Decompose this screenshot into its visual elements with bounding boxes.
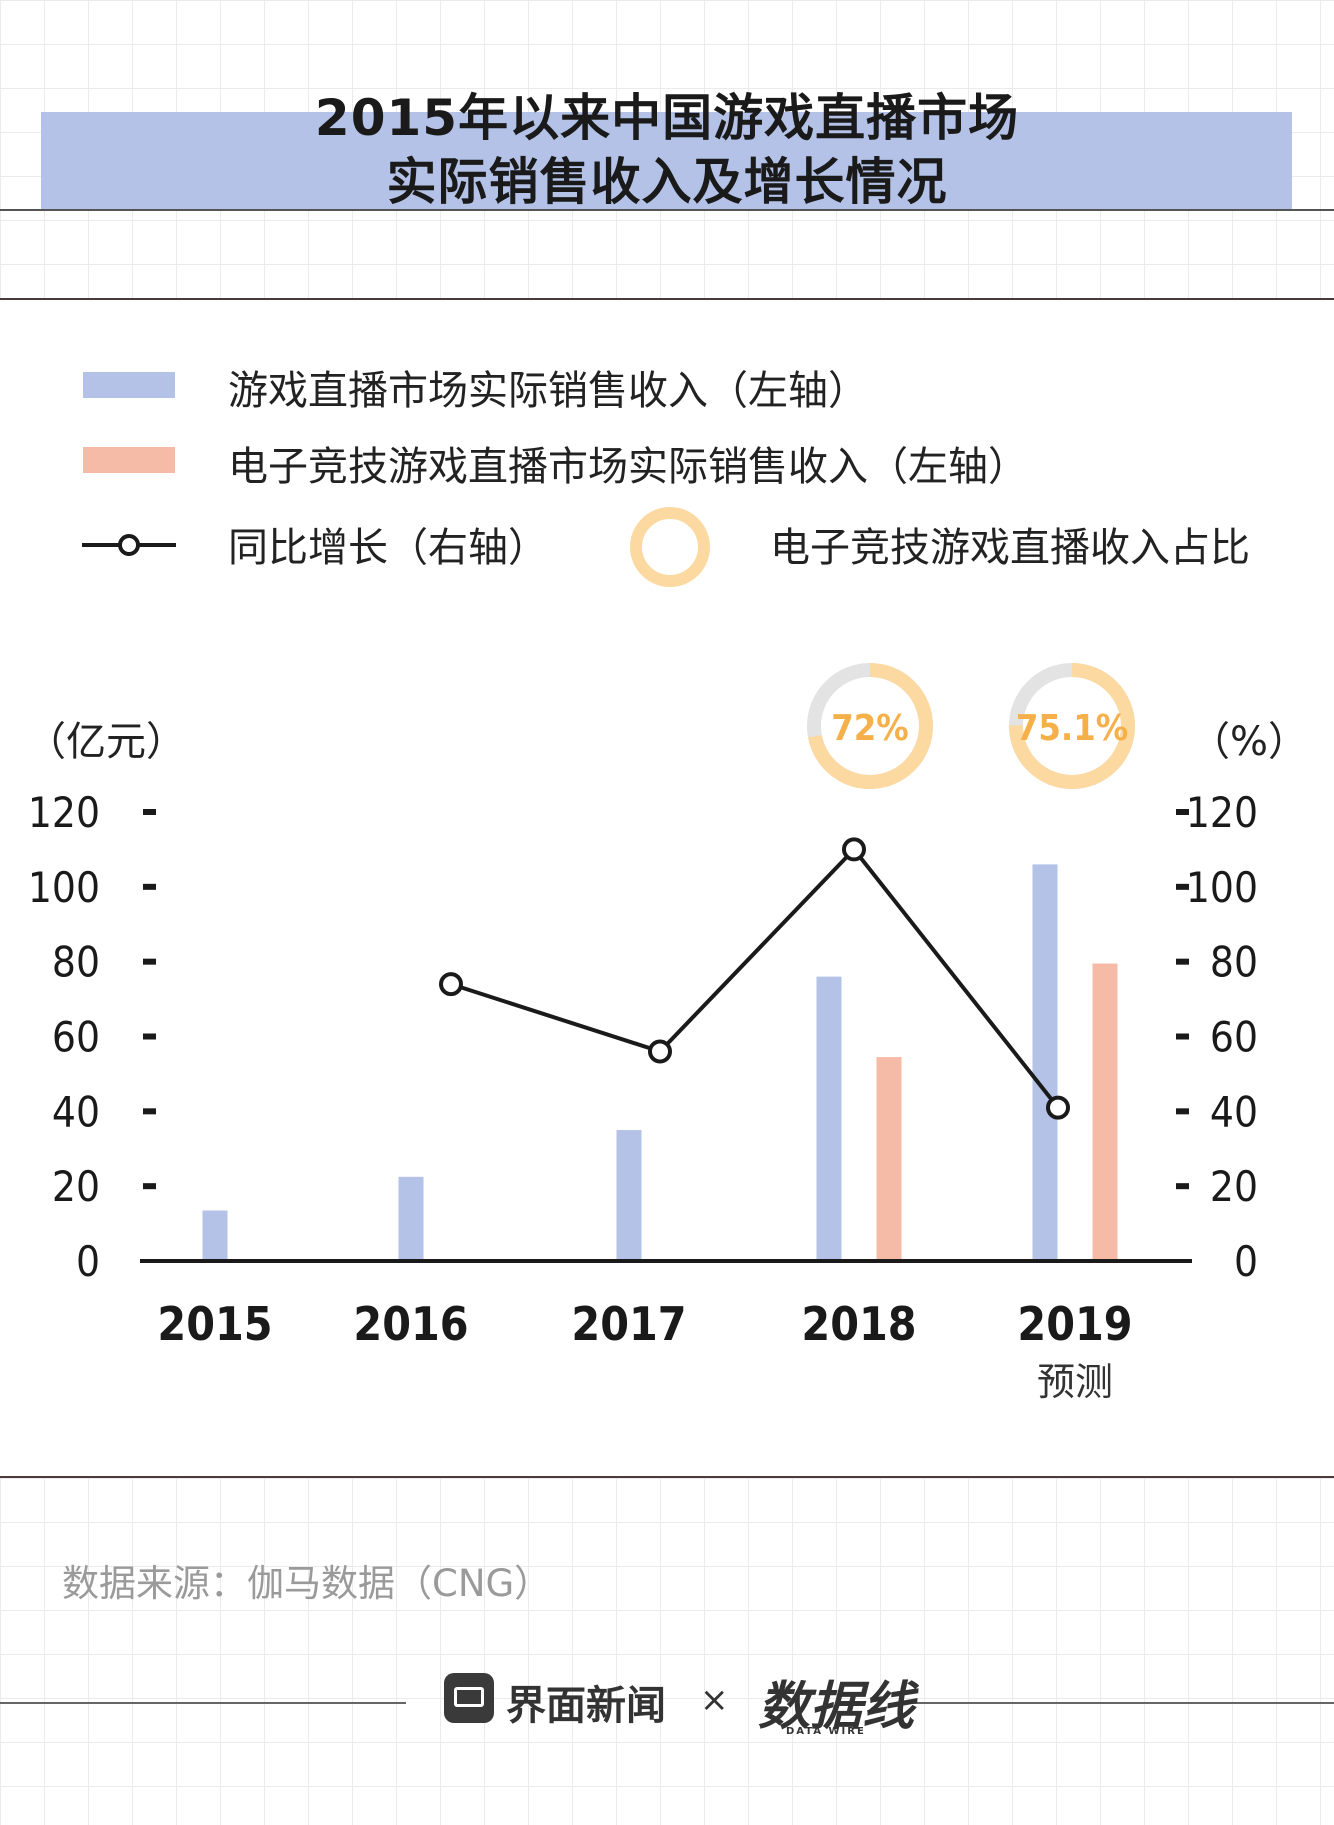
share-ring-fill (807, 663, 933, 789)
footer-partner-logo: 数据线 (758, 1677, 915, 1737)
bar-total-revenue (816, 976, 842, 1261)
right-axis-tick-label: 80 (1210, 938, 1258, 987)
left-axis-tick-label: 80 (52, 938, 100, 987)
x-axis-category-label: 2016 (353, 1297, 468, 1351)
footer-partner-sub: DATA WIRE (786, 1726, 866, 1737)
legend-swatch-total-revenue (83, 372, 175, 398)
x-axis-category-label: 2019 (1017, 1297, 1132, 1351)
left-axis-tick-mark (143, 1108, 156, 1115)
share-ring-label: 72% (831, 708, 909, 749)
right-axis-tick-mark (1176, 883, 1189, 890)
left-axis-tick-mark (143, 809, 156, 815)
growth-point (648, 1039, 672, 1064)
chart: （亿元） 0 20 40 60 80 100 120 （%） 0 20 40 60 80 100 120 201… (26, 663, 1308, 1404)
left-axis-tick-mark (143, 1183, 156, 1190)
left-axis-tick-label: 100 (28, 863, 100, 912)
legend-label-esports-revenue: 电子竞技游戏直播市场实际销售收入（左轴） (228, 444, 1028, 490)
title-underline (0, 209, 1334, 211)
right-axis-tick-label: 120 (1186, 788, 1258, 837)
right-axis-tick-mark (1176, 1033, 1189, 1040)
right-axis-tick-label: 20 (1210, 1162, 1258, 1211)
left-axis-label: （亿元） (26, 719, 186, 765)
share-ring-label: 75.1% (1016, 708, 1128, 749)
footer-rule-left (0, 1702, 406, 1704)
growth-line (450, 846, 1060, 1109)
footer-background (0, 1476, 1334, 1825)
growth-point (1046, 1095, 1070, 1120)
bar-total-revenue (398, 1176, 424, 1261)
source-note: 数据来源：伽马数据（CNG） (62, 1562, 552, 1605)
legend-swatch-esports-revenue (83, 447, 175, 473)
left-axis-tick-label: 60 (52, 1013, 100, 1062)
left-axis-tick-label: 0 (76, 1237, 100, 1286)
x-axis-category-sublabel: 预测 (1037, 1360, 1113, 1404)
left-axis-tick-label: 20 (52, 1162, 100, 1211)
right-axis-tick-label: 100 (1186, 863, 1258, 912)
bar-total-revenue (616, 1130, 642, 1261)
legend-label-yoy-growth: 同比增长（右轴） (228, 525, 548, 571)
right-axis-tick-mark (1176, 809, 1189, 815)
jiemian-logo-icon (444, 1673, 494, 1723)
bar-total-revenue (1032, 864, 1058, 1261)
x-axis-category-label: 2017 (571, 1297, 686, 1351)
footer-rule-right (904, 1702, 1334, 1704)
left-axis-tick-mark (143, 958, 156, 965)
bar-total-revenue (202, 1210, 228, 1261)
chart-title-line-2: 实际销售收入及增长情况 (386, 153, 948, 211)
footer-brand: 界面新闻 (506, 1683, 666, 1729)
bar-esports-revenue (1092, 963, 1118, 1261)
left-axis-tick-mark (143, 883, 156, 890)
chart-title-line-1: 2015年以来中国游戏直播市场 (314, 89, 1020, 147)
right-axis-tick-mark (1176, 1108, 1189, 1115)
x-axis-category-label: 2018 (801, 1297, 916, 1351)
legend-label-esports-share: 电子竞技游戏直播收入占比 (770, 525, 1250, 571)
growth-point (842, 837, 866, 862)
right-axis-tick-label: 0 (1234, 1237, 1258, 1286)
bar-esports-revenue (876, 1057, 902, 1261)
right-axis-tick-label: 60 (1210, 1013, 1258, 1062)
legend-line-marker-icon (82, 534, 176, 556)
legend-label-total-revenue: 游戏直播市场实际销售收入（左轴） (228, 368, 868, 414)
right-axis-tick-mark (1176, 1183, 1189, 1190)
share-ring-fill (1009, 663, 1135, 789)
right-axis-tick-mark (1176, 958, 1189, 965)
right-axis-tick-label: 40 (1210, 1087, 1258, 1136)
left-axis-tick-label: 120 (28, 788, 100, 837)
legend-ring-icon (630, 507, 710, 587)
left-axis-tick-mark (143, 1033, 156, 1040)
footer-separator: × (700, 1680, 729, 1720)
title-highlight-box (41, 112, 1292, 210)
growth-point (439, 972, 463, 997)
left-axis-tick-label: 40 (52, 1087, 100, 1136)
x-axis-category-label: 2015 (157, 1297, 272, 1351)
right-axis-label: （%） (1190, 719, 1308, 765)
